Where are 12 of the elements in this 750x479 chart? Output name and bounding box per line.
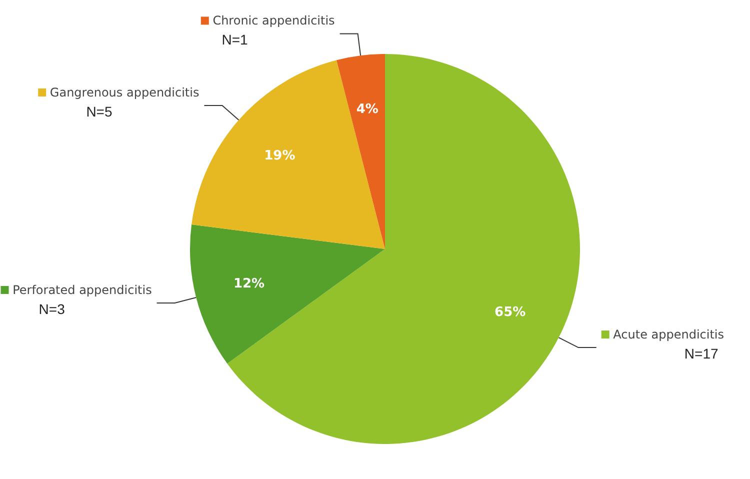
legend-label: Chronic appendicitis bbox=[212, 14, 335, 28]
legend-label: Perforated appendicitis bbox=[12, 282, 152, 297]
text: N=5 bbox=[86, 103, 112, 120]
legend-label: Gangrenous appendicitis bbox=[50, 85, 200, 100]
legend-label: Acute appendicitis bbox=[613, 328, 724, 342]
text: N=1 bbox=[222, 32, 248, 48]
data-label: 12% bbox=[233, 276, 265, 292]
text: N=3 bbox=[38, 300, 66, 317]
data-label: 19% bbox=[264, 148, 296, 164]
data-label: 4% bbox=[356, 102, 378, 118]
text: N=17 bbox=[684, 346, 718, 362]
data-label: 65% bbox=[494, 305, 526, 320]
